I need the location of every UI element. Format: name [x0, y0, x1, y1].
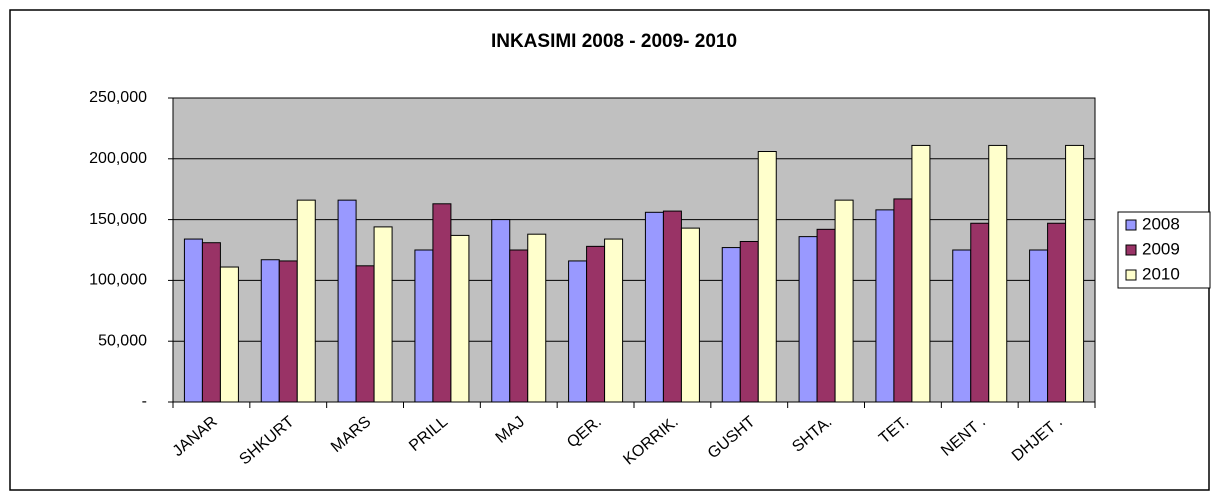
- bar: [296, 199, 316, 403]
- legend-swatch: [1125, 219, 1137, 231]
- plot-area: [172, 97, 1096, 403]
- bar: [644, 211, 664, 403]
- bar: [757, 151, 777, 403]
- bar: [680, 227, 700, 403]
- bar: [739, 240, 759, 403]
- y-tick-label: 100,000: [89, 272, 147, 289]
- bar: [875, 209, 895, 403]
- bar: [527, 233, 547, 403]
- bar: [798, 236, 818, 403]
- y-tick-label: 50,000: [98, 332, 147, 349]
- legend-label: 2008: [1142, 214, 1180, 233]
- bar: [219, 266, 239, 403]
- legend-label: 2009: [1142, 239, 1180, 258]
- bar: [432, 203, 452, 403]
- bar: [491, 219, 511, 403]
- bar: [1029, 249, 1049, 403]
- bar: [970, 222, 990, 403]
- bar: [834, 199, 854, 403]
- y-tick-label: 150,000: [89, 211, 147, 228]
- bar: [183, 238, 203, 403]
- bar: [988, 144, 1008, 403]
- legend-label: 2010: [1142, 264, 1180, 283]
- legend-swatch: [1125, 269, 1137, 281]
- bar: [893, 198, 913, 403]
- y-tick-label: 200,000: [89, 150, 147, 167]
- bar: [201, 242, 221, 403]
- bar: [260, 259, 280, 403]
- bar: [604, 238, 624, 403]
- legend-swatch: [1125, 244, 1137, 256]
- bar: [278, 260, 298, 403]
- bar: [662, 210, 682, 403]
- bar: [721, 247, 741, 403]
- bar: [450, 234, 470, 403]
- bar: [337, 199, 357, 403]
- chart-title: INKASIMI 2008 - 2009- 2010: [491, 31, 737, 52]
- bar: [911, 144, 931, 403]
- bar: [1065, 144, 1085, 403]
- bar: [414, 249, 434, 403]
- bar: [509, 249, 529, 403]
- bar: [568, 260, 588, 403]
- bar: [373, 226, 393, 403]
- bar: [952, 249, 972, 403]
- y-tick-label: 250,000: [89, 89, 147, 106]
- bar: [355, 265, 375, 403]
- bar: [586, 245, 606, 403]
- y-tick-label: -: [142, 393, 147, 410]
- bar: [816, 228, 836, 403]
- bar: [1047, 222, 1067, 403]
